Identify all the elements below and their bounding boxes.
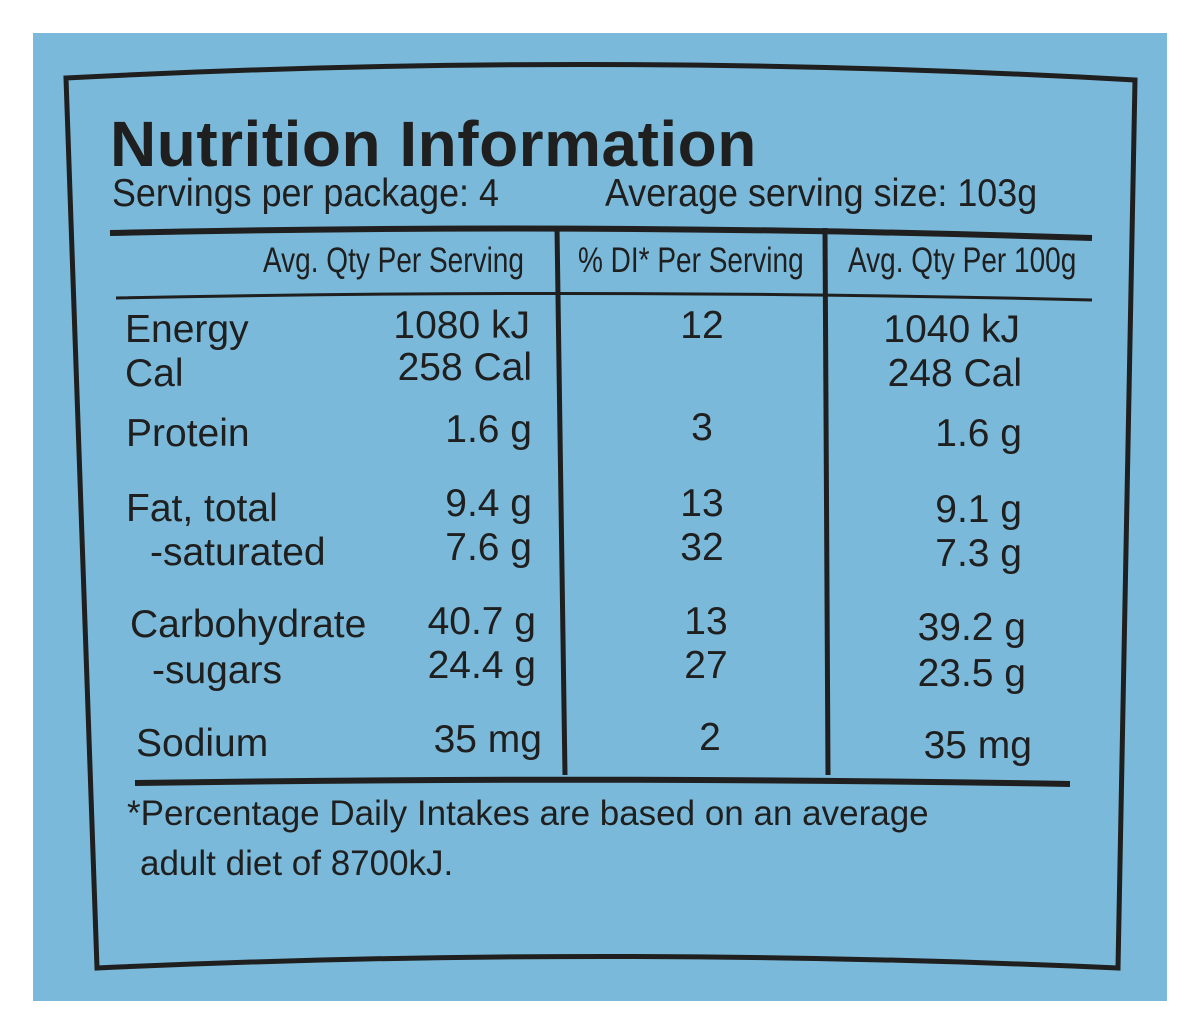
outer-frame: [63, 61, 1138, 971]
row-per-serving: 258 Cal: [397, 346, 532, 389]
label-background: [33, 33, 1167, 1001]
column-divider-2: [822, 227, 831, 776]
row-per-serving: 9.4 g: [445, 482, 532, 525]
label-title: Nutrition Information: [110, 108, 757, 180]
column-header-per-serving: Avg. Qty Per Serving: [263, 241, 524, 280]
row-per-100g: 7.3 g: [935, 532, 1022, 575]
bottom-rule: [134, 776, 1071, 787]
row-di: 3: [691, 406, 713, 449]
row-di: 13: [684, 600, 728, 643]
row-per-serving: 1.6 g: [445, 408, 532, 451]
row-di: 32: [680, 526, 724, 569]
row-per-serving: 1080 kJ: [393, 304, 530, 347]
row-per-serving: 40.7 g: [427, 600, 536, 643]
column-header-per-100g: Avg. Qty Per 100g: [848, 241, 1077, 280]
row-name: -saturated: [150, 531, 326, 574]
row-per-100g: 35 mg: [923, 724, 1032, 767]
column-header-rule: [115, 291, 1093, 302]
row-per-100g: 23.5 g: [917, 652, 1026, 695]
row-per-100g: 1040 kJ: [883, 308, 1020, 351]
row-name: -sugars: [152, 649, 283, 692]
row-di: 12: [680, 304, 724, 347]
row-di: 2: [699, 716, 721, 759]
row-name: Fat, total: [126, 487, 278, 530]
row-name: Energy: [125, 308, 249, 351]
header-rule: [109, 225, 1093, 241]
footnote-line-2: adult diet of 8700kJ.: [140, 844, 454, 883]
row-per-serving: 7.6 g: [445, 526, 532, 569]
row-di: 13: [680, 482, 724, 525]
row-per-100g: 9.1 g: [935, 488, 1022, 531]
row-name: Protein: [126, 412, 250, 455]
row-name: Cal: [125, 352, 184, 395]
row-per-100g: 39.2 g: [917, 606, 1026, 649]
footnote-line-1: *Percentage Daily Intakes are based on a…: [127, 794, 929, 833]
row-name: Sodium: [136, 722, 269, 765]
column-divider-1: [554, 227, 568, 776]
row-name: Carbohydrate: [130, 603, 367, 646]
row-per-100g: 248 Cal: [887, 352, 1022, 395]
row-per-serving: 35 mg: [433, 718, 542, 761]
row-di: 27: [684, 644, 728, 687]
column-header-di: % DI* Per Serving: [578, 241, 804, 280]
servings-per-package: Servings per package: 4: [112, 172, 499, 215]
average-serving-size: Average serving size: 103g: [605, 172, 1038, 215]
row-per-serving: 24.4 g: [427, 644, 536, 687]
row-per-100g: 1.6 g: [935, 412, 1022, 455]
